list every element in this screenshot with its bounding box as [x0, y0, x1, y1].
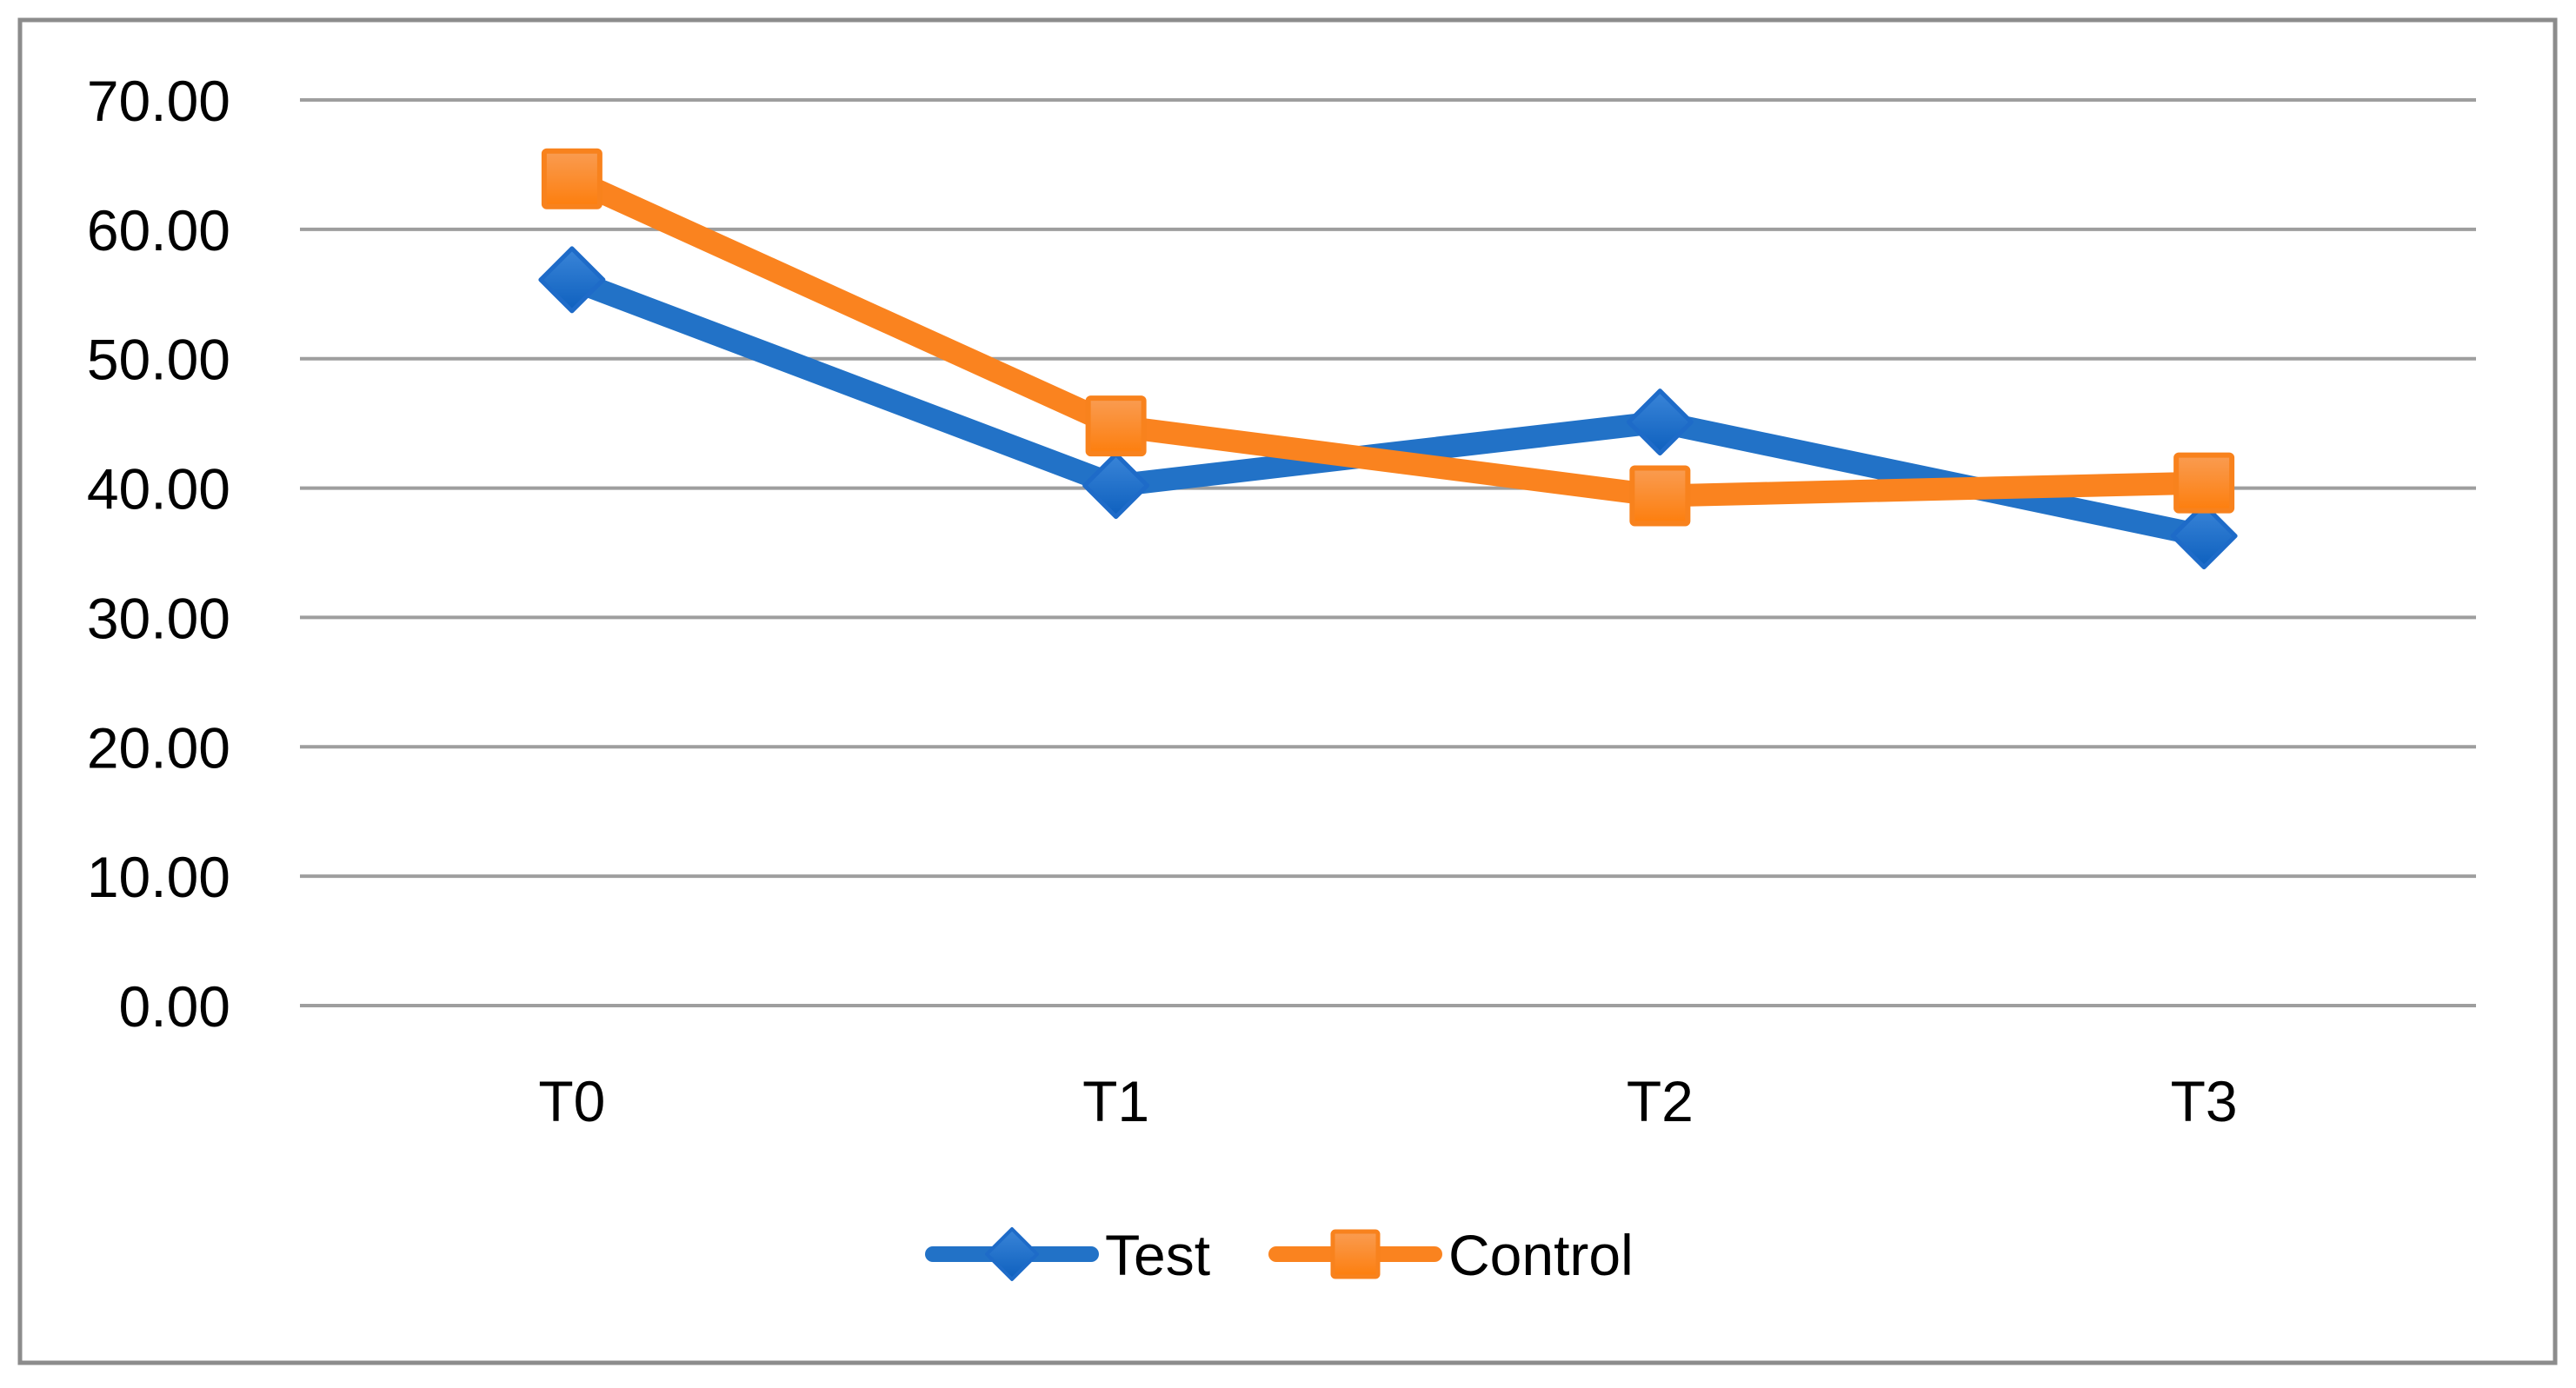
y-axis-tick-label: 10.00	[87, 845, 230, 909]
legend-item-test: Test	[925, 1223, 1210, 1287]
series-control	[541, 148, 2235, 527]
y-axis-tick-labels: 0.00 10.00 20.00 30.00 40.00 50.00 60.00 70.00	[87, 69, 230, 1039]
marker-test-t0	[538, 246, 606, 314]
y-axis-tick-label: 30.00	[87, 586, 230, 650]
marker-test-t2	[1626, 389, 1694, 456]
y-axis-tick-label: 50.00	[87, 328, 230, 392]
x-axis-category-labels: T0 T1 T2 T3	[538, 1069, 2237, 1133]
marker-control-t2	[1629, 465, 1691, 527]
y-axis-tick-label: 70.00	[87, 69, 230, 133]
legend-item-control: Control	[1268, 1223, 1634, 1287]
y-axis-tick-label: 40.00	[87, 457, 230, 521]
marker-control-t3	[2173, 452, 2235, 514]
x-axis-category-label: T1	[1082, 1069, 1149, 1133]
legend-marker-control	[1330, 1229, 1381, 1279]
x-axis-category-label: T2	[1627, 1069, 1694, 1133]
series-line-control	[560, 167, 2216, 508]
y-axis-tick-label: 60.00	[87, 198, 230, 262]
legend-label-control: Control	[1448, 1223, 1634, 1287]
marker-test-t3	[2170, 502, 2238, 570]
y-axis-tick-label: 20.00	[87, 715, 230, 780]
marker-control-t0	[541, 148, 602, 209]
marker-test-t1	[1082, 452, 1150, 520]
y-axis-tick-label: 0.00	[119, 974, 230, 1039]
x-axis-category-label: T3	[2171, 1069, 2238, 1133]
legend-label-test: Test	[1105, 1223, 1210, 1287]
legend-marker-test	[985, 1227, 1039, 1281]
x-axis-category-label: T0	[538, 1069, 605, 1133]
marker-control-t1	[1085, 395, 1147, 457]
legend: Test Control	[925, 1223, 1634, 1287]
chart-border-frame	[17, 17, 2558, 1365]
